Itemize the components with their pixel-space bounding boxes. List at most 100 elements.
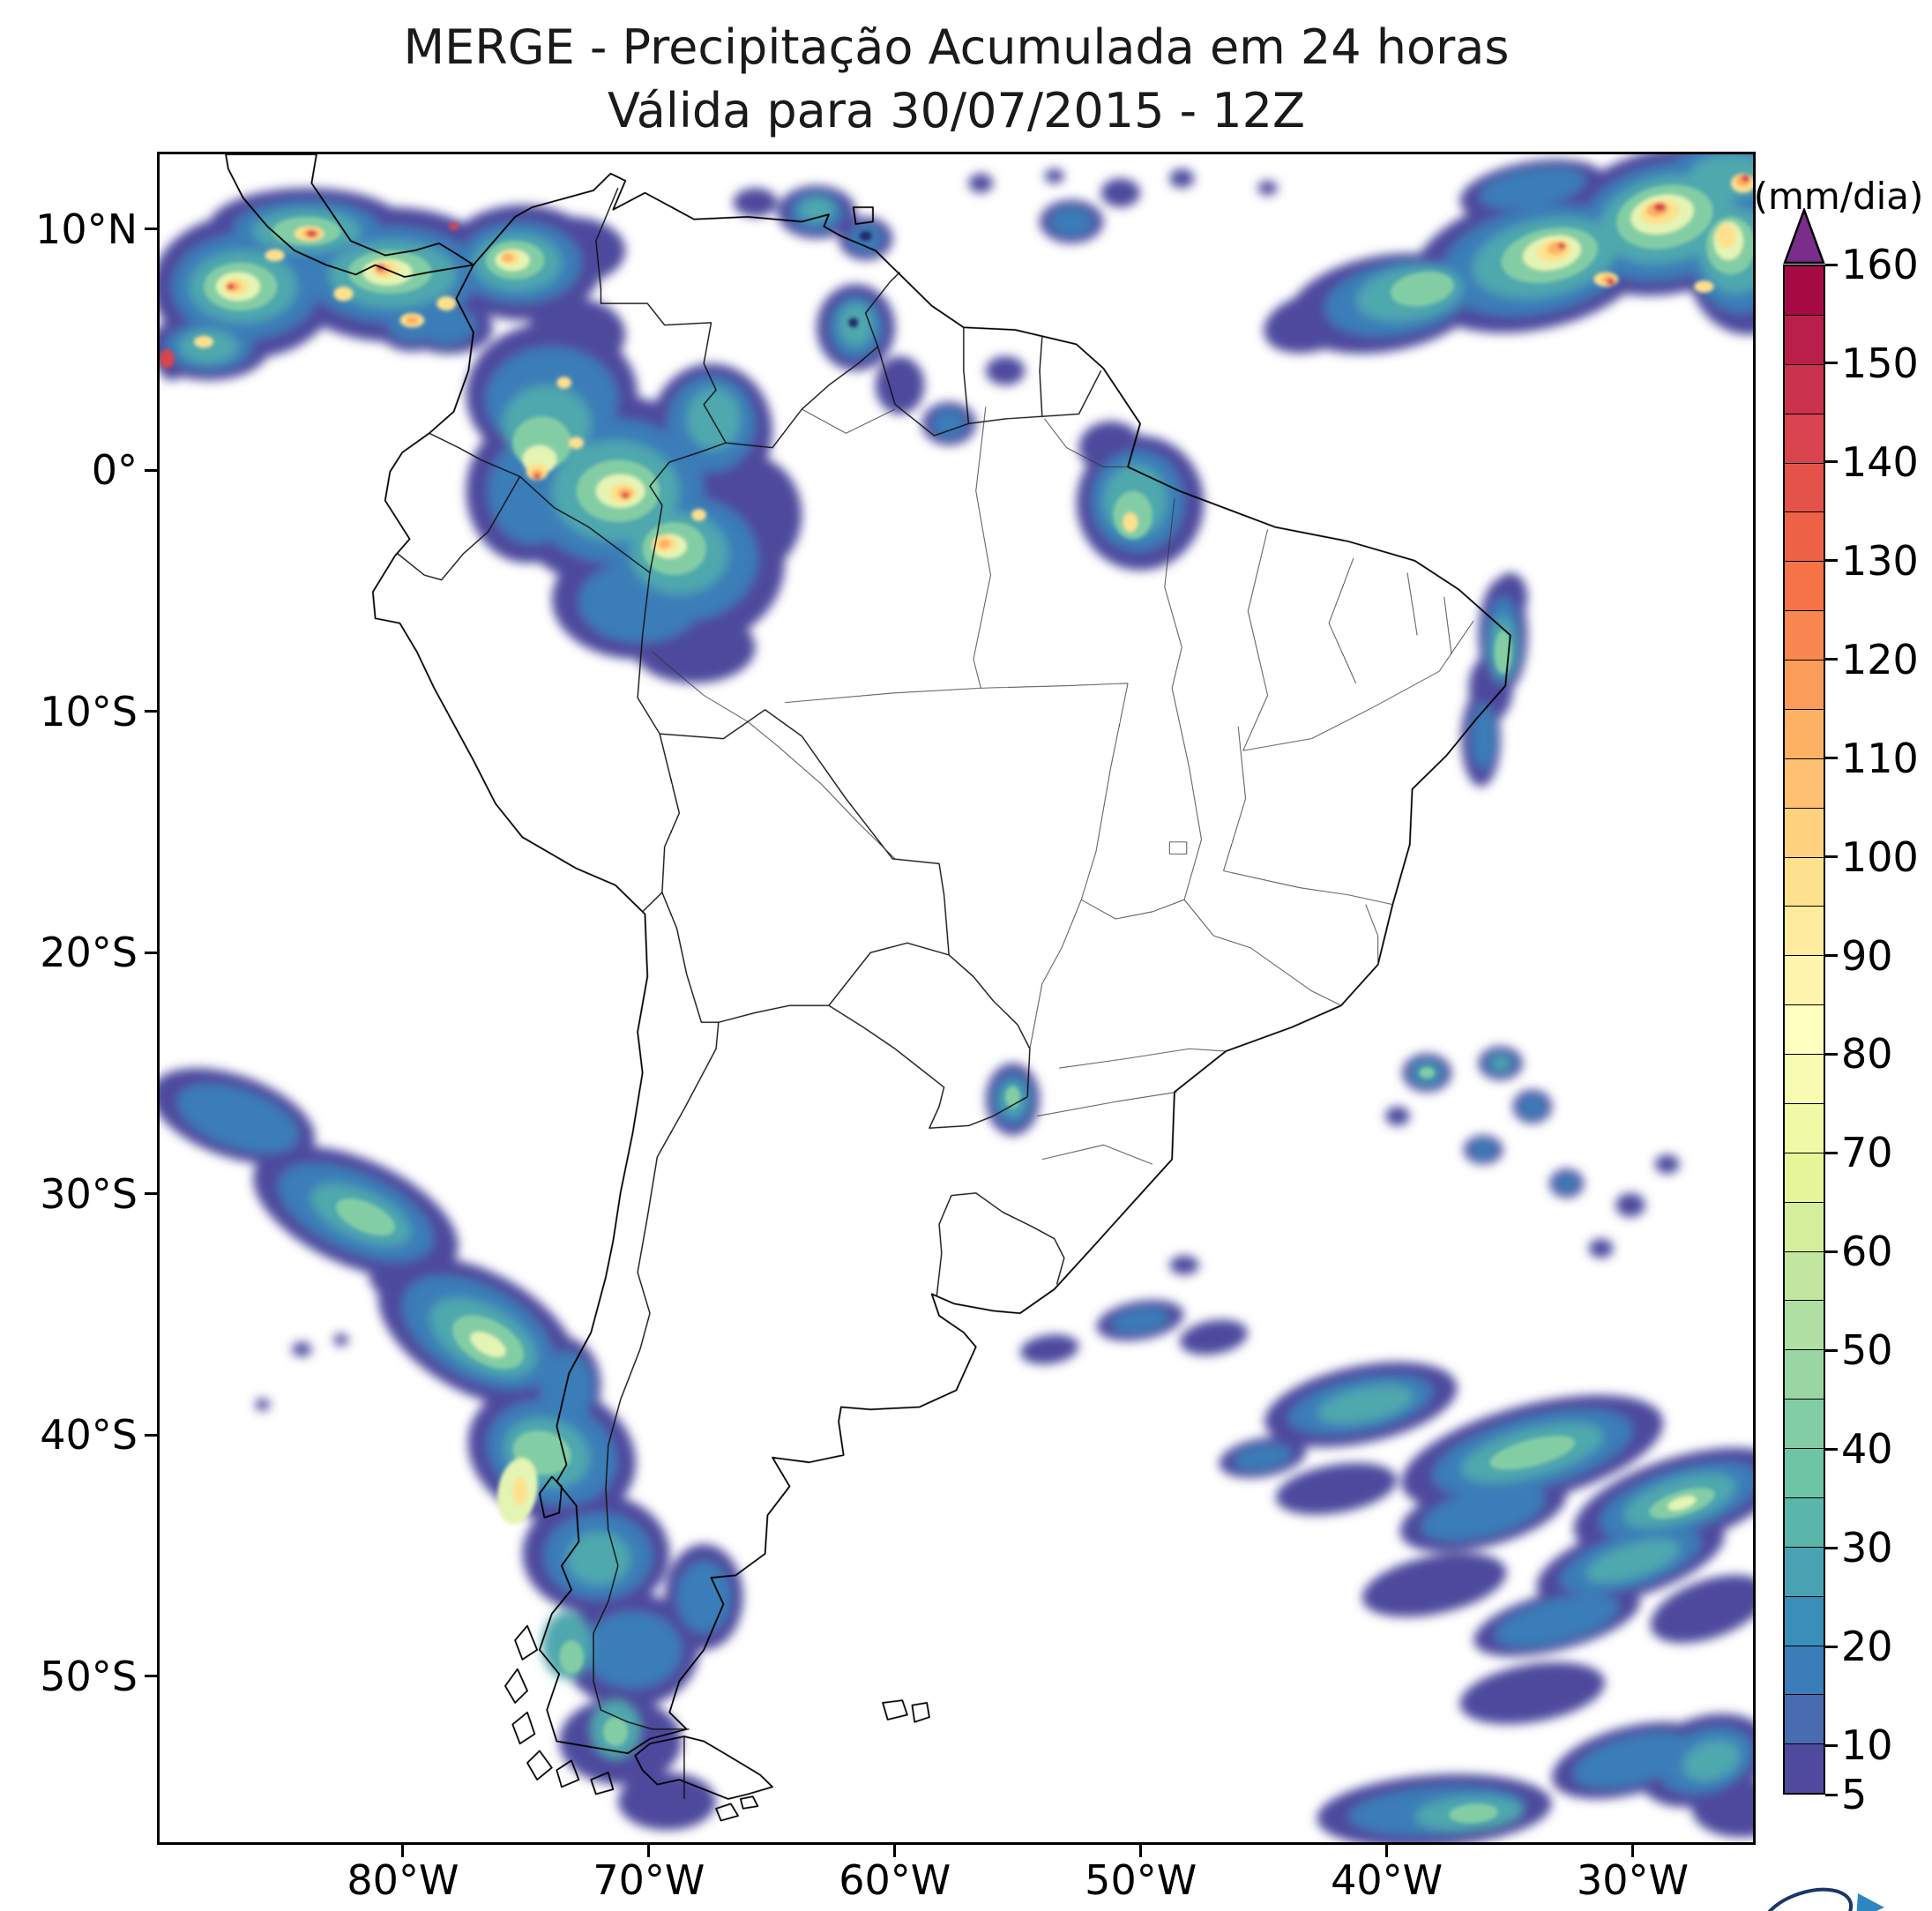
x-axis-tick — [401, 1845, 405, 1857]
colorbar-extend-triangle — [1783, 208, 1825, 265]
y-axis-tick-label: 10°S — [40, 687, 138, 735]
country-borders — [397, 187, 1102, 1799]
y-axis-tick-label: 30°S — [40, 1169, 138, 1218]
colorbar-segment — [1785, 807, 1824, 857]
colorbar-tick — [1825, 263, 1838, 266]
colorbar-segment — [1785, 1201, 1824, 1251]
colorbar-tick — [1825, 1348, 1838, 1352]
colorbar-segment — [1785, 1743, 1824, 1794]
colorbar-segment — [1785, 1349, 1824, 1400]
colorbar-segment — [1785, 266, 1824, 315]
x-axis-tick — [893, 1845, 897, 1857]
colorbar-segment — [1785, 708, 1824, 758]
x-axis-tick-label: 60°W — [839, 1856, 951, 1904]
colorbar-segment — [1785, 561, 1824, 611]
colorbar-tick-label: 30 — [1841, 1524, 1893, 1572]
colorbar-unit-label: (mm/dia) — [1753, 175, 1924, 218]
y-axis-tick-label: 0° — [91, 446, 138, 495]
y-axis-tick — [145, 1433, 157, 1437]
colorbar-tick — [1825, 1052, 1838, 1056]
colorbar-tick — [1825, 1151, 1838, 1154]
colorbar-segment — [1785, 1645, 1824, 1695]
colorbar-tick-label: 10 — [1841, 1721, 1893, 1770]
colorbar-tick-label: 20 — [1841, 1623, 1893, 1671]
colorbar-tick-label: 160 — [1841, 241, 1919, 288]
colorbar-segment — [1785, 1595, 1824, 1646]
y-axis-tick — [145, 1192, 157, 1196]
colorbar-tick-label: 80 — [1841, 1030, 1893, 1079]
colorbar-segment — [1785, 1102, 1824, 1153]
colorbar-tick — [1825, 559, 1838, 563]
colorbar-tick — [1825, 1793, 1838, 1796]
colorbar-tick-label: 70 — [1841, 1129, 1893, 1177]
precipitation-layer — [160, 154, 1753, 1842]
colorbar-segment — [1785, 1054, 1824, 1103]
colorbar-tick-label: 60 — [1841, 1228, 1893, 1276]
colorbar-tick-label: 50 — [1841, 1326, 1893, 1375]
colorbar-segment — [1785, 462, 1824, 512]
colorbar-tick-label: 40 — [1841, 1425, 1893, 1474]
inpe-logo-graphic: INPE — [1760, 1887, 1884, 1911]
x-axis-tick-label: 70°W — [593, 1856, 705, 1904]
colorbar-segment — [1785, 758, 1824, 808]
colorbar-tick — [1825, 855, 1838, 859]
colorbar-tick — [1825, 1645, 1838, 1648]
coastline — [225, 154, 1511, 1822]
colorbar-segment — [1785, 1300, 1824, 1350]
colorbar-tick-label: 130 — [1841, 536, 1919, 585]
state-borders — [652, 407, 1474, 1165]
colorbar-tick — [1825, 757, 1838, 760]
colorbar-segment — [1785, 413, 1824, 463]
colorbar-tick — [1825, 954, 1838, 958]
y-axis-tick — [145, 468, 157, 472]
y-axis-tick-label: 50°S — [40, 1652, 138, 1700]
y-axis-tick — [145, 710, 157, 713]
y-axis-tick-label: 10°N — [35, 205, 138, 253]
y-axis-tick — [145, 1675, 157, 1678]
colorbar-tick-label: 110 — [1841, 734, 1919, 782]
colorbar-segment — [1785, 1448, 1824, 1497]
colorbar-tick — [1825, 1743, 1838, 1747]
map-plot-area: INPE — [157, 152, 1904, 1911]
colorbar-segment — [1785, 1546, 1824, 1596]
x-axis-tick — [1385, 1845, 1389, 1857]
y-axis-tick-label: 40°S — [40, 1411, 138, 1459]
colorbar-segment — [1785, 660, 1824, 709]
x-axis-tick-label: 50°W — [1085, 1856, 1197, 1904]
x-axis-tick-label: 80°W — [347, 1856, 459, 1904]
colorbar-segment — [1785, 1152, 1824, 1202]
arrow-head-icon — [1856, 1893, 1884, 1911]
y-axis-tick — [145, 228, 157, 231]
colorbar-segment — [1785, 906, 1824, 956]
colorbar-tick-label: 120 — [1841, 635, 1919, 683]
colorbar-tick-label: 5 — [1841, 1771, 1868, 1818]
x-axis-tick-label: 40°W — [1331, 1856, 1443, 1904]
colorbar-segment — [1785, 1497, 1824, 1547]
colorbar-tick — [1825, 1250, 1838, 1253]
colorbar-segment — [1785, 1004, 1824, 1054]
page-title: MERGE - Precipitação Acumulada em 24 hor… — [403, 19, 1510, 75]
colorbar-segment — [1785, 1399, 1824, 1448]
colorbar-tick-label: 100 — [1841, 832, 1919, 881]
y-axis-tick — [145, 951, 157, 954]
south-america-map — [160, 154, 1753, 1842]
x-axis-tick — [1631, 1845, 1635, 1857]
y-axis-tick-label: 20°S — [40, 929, 138, 977]
colorbar-segment — [1785, 1250, 1824, 1301]
x-axis-tick-label: 30°W — [1577, 1856, 1690, 1904]
colorbar — [1783, 265, 1825, 1795]
colorbar-segment — [1785, 955, 1824, 1005]
inpe-logo: INPE — [1719, 1874, 1904, 1911]
colorbar-tick — [1825, 658, 1838, 661]
colorbar-segment — [1785, 511, 1824, 562]
figure-title-block: MERGE - Precipitação Acumulada em 24 hor… — [157, 16, 1756, 143]
colorbar-tick-label: 90 — [1841, 931, 1893, 980]
colorbar-segment — [1785, 363, 1824, 414]
colorbar-tick — [1825, 362, 1838, 365]
x-axis-tick — [1139, 1845, 1143, 1857]
colorbar-segment — [1785, 856, 1824, 907]
extend-triangle-icon — [1783, 208, 1825, 265]
orbit-icon — [1760, 1887, 1854, 1911]
colorbar-tick — [1825, 1546, 1838, 1549]
